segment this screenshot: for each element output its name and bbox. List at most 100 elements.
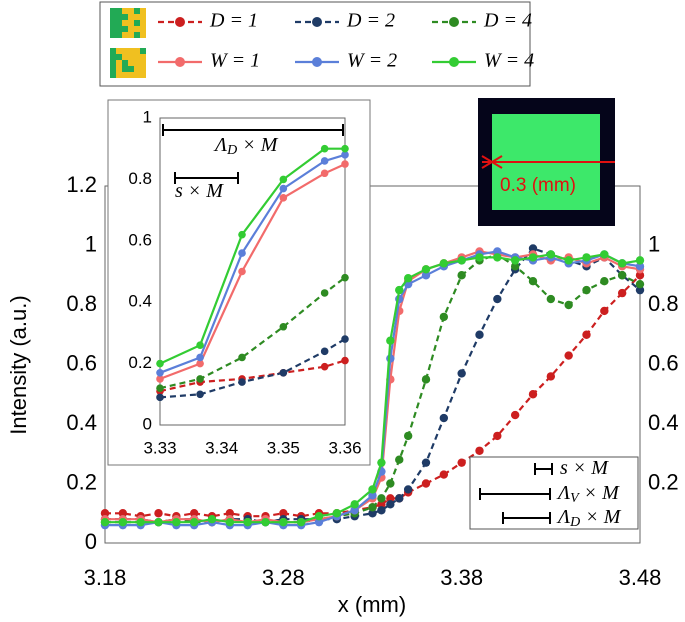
legend: D = 1 D = 2 D = 4 W = 1 W = 2 W = 4	[158, 10, 534, 72]
label-part: D	[569, 515, 580, 530]
marker	[457, 458, 466, 467]
marker	[510, 410, 520, 420]
marker	[279, 509, 288, 518]
marker	[279, 175, 288, 184]
x-tick-label: 3.28	[262, 565, 305, 590]
marker	[457, 369, 466, 378]
marker	[564, 300, 573, 310]
marker	[320, 144, 329, 153]
marker	[493, 247, 502, 256]
marker	[635, 262, 645, 271]
marker	[457, 256, 466, 265]
scale-bar	[502, 512, 551, 524]
marker	[196, 353, 204, 362]
label-part: D	[226, 143, 237, 158]
legend-icon	[110, 8, 146, 38]
marker	[341, 356, 349, 365]
legend-icon	[110, 48, 146, 78]
y2-tick-label: 0.4	[648, 410, 679, 435]
marker	[421, 458, 431, 467]
marker	[320, 289, 329, 297]
marker	[528, 244, 538, 253]
y-tick-label: 0.4	[66, 410, 97, 435]
marker	[617, 288, 627, 298]
marker	[156, 384, 164, 392]
marker	[279, 369, 288, 377]
marker	[320, 169, 329, 178]
marker	[172, 517, 181, 527]
marker	[350, 500, 359, 509]
marker	[196, 341, 204, 349]
x-tick-label: 3.34	[205, 438, 238, 457]
scale-bar	[174, 172, 239, 184]
marker	[196, 390, 204, 399]
marker	[475, 330, 484, 339]
marker	[341, 151, 349, 159]
label-part: Λ	[556, 506, 570, 528]
label-part: × M	[579, 482, 620, 504]
marker	[314, 512, 324, 521]
marker	[528, 277, 538, 286]
marker	[341, 273, 349, 282]
marker	[600, 250, 609, 259]
x-tick-label: 3.36	[328, 438, 361, 457]
series-line	[159, 338, 346, 399]
marker	[546, 372, 556, 381]
marker	[564, 256, 573, 265]
marker	[439, 259, 449, 268]
label-part: × M	[237, 134, 278, 156]
marker	[368, 491, 377, 500]
marker	[320, 362, 329, 371]
marker	[439, 470, 449, 479]
marker	[421, 479, 431, 488]
marker	[395, 285, 404, 295]
marker	[341, 144, 349, 153]
marker	[377, 500, 386, 509]
label-part: Λ	[213, 134, 227, 156]
marker	[475, 253, 484, 262]
marker	[332, 509, 342, 518]
marker	[341, 160, 349, 168]
marker	[189, 509, 199, 518]
marker	[493, 294, 502, 304]
marker	[154, 517, 163, 527]
marker	[386, 336, 395, 345]
photo-label: 0.3 (mm)	[500, 175, 576, 196]
marker	[635, 285, 645, 295]
y2-tick-label: 0.2	[648, 469, 679, 494]
y-tick-label: 0.6	[66, 350, 97, 375]
marker	[156, 369, 164, 377]
marker	[386, 494, 395, 503]
x-tick-label: 3.38	[440, 565, 483, 590]
y-tick-label: 1.2	[66, 172, 97, 197]
y-tick-label: 0.6	[128, 230, 152, 249]
marker	[457, 271, 466, 280]
scale-bar-label: ΛD × M	[213, 134, 279, 159]
marker	[136, 517, 145, 527]
marker	[225, 517, 235, 527]
marker	[386, 479, 395, 488]
marker	[314, 517, 324, 527]
marker	[395, 455, 404, 464]
y2-tick-label: 1	[648, 231, 660, 256]
y-axis-label: Intensity (a.u.)	[6, 295, 31, 434]
marker	[510, 262, 520, 271]
label-part: V	[570, 491, 580, 506]
photo-arrow-head	[481, 155, 503, 169]
marker	[377, 494, 386, 503]
marker	[196, 375, 204, 383]
marker	[238, 267, 246, 276]
marker	[320, 157, 329, 165]
marker	[403, 431, 413, 441]
marker	[635, 271, 645, 280]
marker	[528, 253, 538, 262]
legend-label: W = 2	[347, 50, 397, 72]
scale-bar-label: s × M	[175, 180, 224, 202]
marker	[225, 509, 235, 518]
legend-label: D = 1	[209, 10, 258, 32]
x-tick-label: 3.18	[84, 565, 127, 590]
marker	[617, 271, 627, 280]
legend-marker	[312, 57, 322, 67]
marker	[582, 253, 591, 262]
